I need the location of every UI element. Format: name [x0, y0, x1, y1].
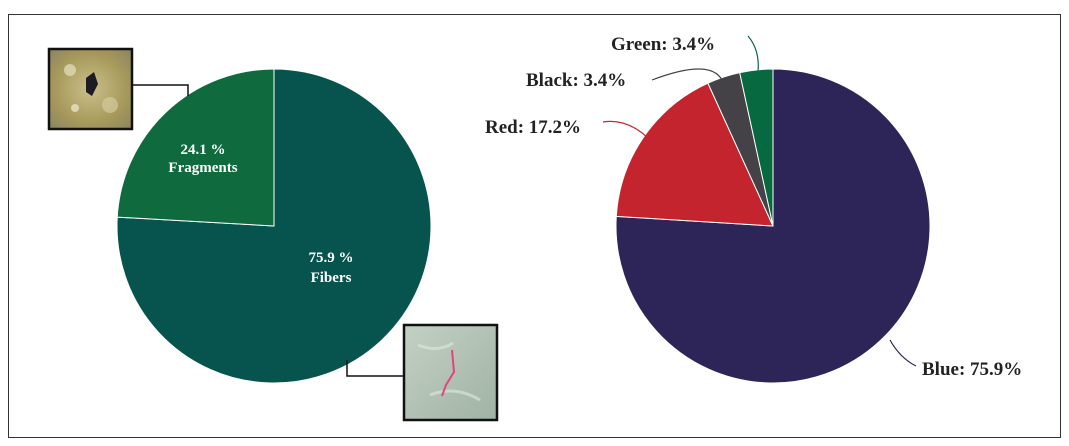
blue-leader-line [889, 339, 917, 367]
composition-fibers-slice [116, 68, 432, 384]
black-leader-line [651, 68, 723, 81]
fiber-connector-line [346, 360, 404, 377]
type-pie-chart [116, 68, 432, 384]
slice-label-value: 24.1 % [181, 142, 226, 158]
color-blue-slice [615, 68, 931, 384]
green-leader-line [747, 35, 759, 73]
figure-frame [8, 14, 1061, 438]
slice-label-value: 75.9 % [309, 250, 354, 266]
slice-label-name: Fragments [168, 160, 237, 176]
slice-label-blue: Blue: 75.9% [922, 359, 1022, 380]
color-red-slice [615, 82, 774, 227]
fragment-photo-icon [47, 47, 134, 131]
fragment-connector-line [132, 84, 189, 96]
red-leader-line [602, 120, 651, 141]
slice-label-red: Red: 17.2% [485, 117, 581, 138]
slice-label-green: Green: 3.4% [611, 34, 715, 55]
color-green-slice [739, 68, 774, 227]
type-pie-chart [615, 68, 931, 384]
fiber-photo-icon [402, 323, 499, 422]
slice-label-name: Fibers [311, 270, 352, 286]
slice-label-black: Black: 3.4% [526, 70, 626, 91]
composition-fragments-slice [116, 68, 275, 227]
